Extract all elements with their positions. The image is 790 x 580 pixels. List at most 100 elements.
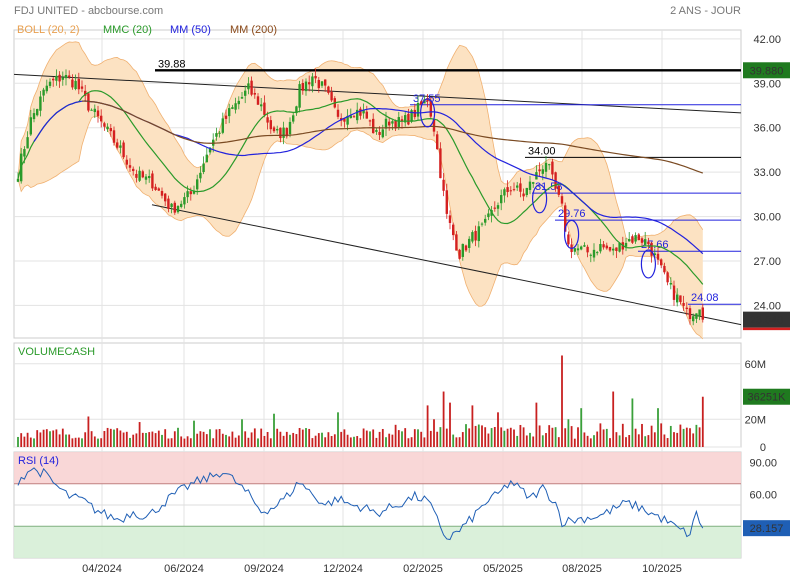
volume-bar [276, 428, 279, 447]
candle-body [359, 108, 362, 116]
bollinger-band [18, 41, 703, 340]
candle-body [42, 89, 45, 96]
price-tick-label: 33.00 [753, 167, 781, 179]
volume-bar [244, 431, 247, 447]
candle-body [471, 232, 474, 242]
candle-body [583, 245, 586, 247]
volume-bar [221, 433, 224, 447]
volume-bar [45, 429, 48, 447]
candle-body [516, 185, 519, 188]
volume-bar [676, 432, 679, 447]
candle-body [308, 82, 311, 85]
candle-body [90, 109, 93, 111]
volume-bar [474, 425, 477, 447]
volume-bar [513, 429, 515, 447]
level-label: 29.76 [558, 208, 586, 220]
price-tick-label: 36.00 [753, 123, 781, 135]
rsi-line [17, 467, 704, 541]
candle-body [525, 187, 528, 196]
x-label-aug-2025: 08/2025 [562, 563, 602, 575]
candle-body [394, 120, 397, 129]
volume-bar [532, 436, 535, 447]
volume-bar [442, 391, 445, 447]
level-label: 34.00 [528, 145, 556, 157]
volume-bar [282, 435, 285, 447]
level-label: 39.88 [158, 58, 186, 70]
volume-bar [618, 435, 621, 447]
candle-body [688, 308, 692, 319]
volume-bar [650, 425, 653, 447]
volume-bar [266, 432, 269, 447]
candle-body [260, 104, 263, 107]
legend-mm200: MM (200) [230, 24, 277, 36]
candle-body [240, 97, 244, 99]
candle-body [26, 137, 29, 149]
volume-bar [247, 437, 250, 447]
candle-body [512, 189, 516, 191]
candle-body [356, 109, 359, 121]
candle-body [253, 92, 256, 95]
candle-body [503, 189, 506, 196]
candle-body [221, 118, 224, 133]
volume-bar [378, 431, 381, 447]
volume-bar [141, 432, 144, 447]
candle-body [74, 80, 77, 90]
crossing-ellipse [563, 219, 580, 249]
volume-bar [570, 426, 573, 447]
volume-bar [641, 423, 643, 447]
candle-body [624, 242, 628, 247]
volume-bar [369, 431, 371, 447]
volume-bar [138, 422, 141, 447]
rsi-tick-label: 60.00 [749, 489, 777, 501]
candle-body [666, 272, 669, 283]
volume-bar [698, 427, 701, 447]
volume-bar [487, 433, 490, 447]
volume-bar [113, 429, 115, 447]
candle-body [647, 241, 650, 245]
candle-body [400, 119, 404, 122]
volume-bar [436, 431, 439, 447]
candle-body [532, 182, 535, 184]
candle-body [336, 109, 340, 117]
volume-bar [615, 432, 618, 447]
volume-bar [612, 391, 615, 447]
candle-body [692, 316, 695, 322]
volume-bar [701, 396, 704, 447]
candle-body [132, 168, 135, 172]
volume-bar [663, 434, 666, 447]
candle-body [285, 127, 288, 137]
volume-bar [548, 425, 551, 447]
volume-bar [196, 433, 199, 447]
volume-bar [413, 429, 416, 447]
candle-body [509, 190, 512, 192]
candle-body [487, 213, 490, 218]
volume-bar [301, 429, 304, 447]
volume-bar [199, 431, 202, 447]
candle-body [378, 131, 381, 135]
volume-bar [148, 432, 151, 447]
volume-bar [295, 434, 298, 447]
volume-bar [692, 433, 695, 447]
volume-bar [452, 434, 455, 447]
candle-body [141, 171, 144, 178]
candle-body [407, 113, 410, 125]
candle-body [567, 234, 570, 245]
candle-body [116, 142, 119, 148]
candle-body [557, 185, 560, 195]
volume-bar [580, 408, 583, 447]
price-tick-label: 42.00 [753, 34, 781, 46]
volume-bar [333, 434, 336, 447]
candle-body [599, 244, 602, 252]
volume-bar [212, 438, 215, 447]
candle-body [564, 205, 567, 232]
candle-body [436, 134, 439, 150]
candle-body [106, 126, 109, 130]
candle-body [29, 117, 32, 135]
candle-body [125, 159, 128, 165]
candle-body [215, 133, 218, 137]
volume-bar [343, 429, 346, 447]
candle-body [183, 197, 186, 205]
volume-bar [445, 428, 448, 447]
candle-body [423, 99, 426, 104]
volume-title: VOLUMECASH [18, 346, 95, 358]
